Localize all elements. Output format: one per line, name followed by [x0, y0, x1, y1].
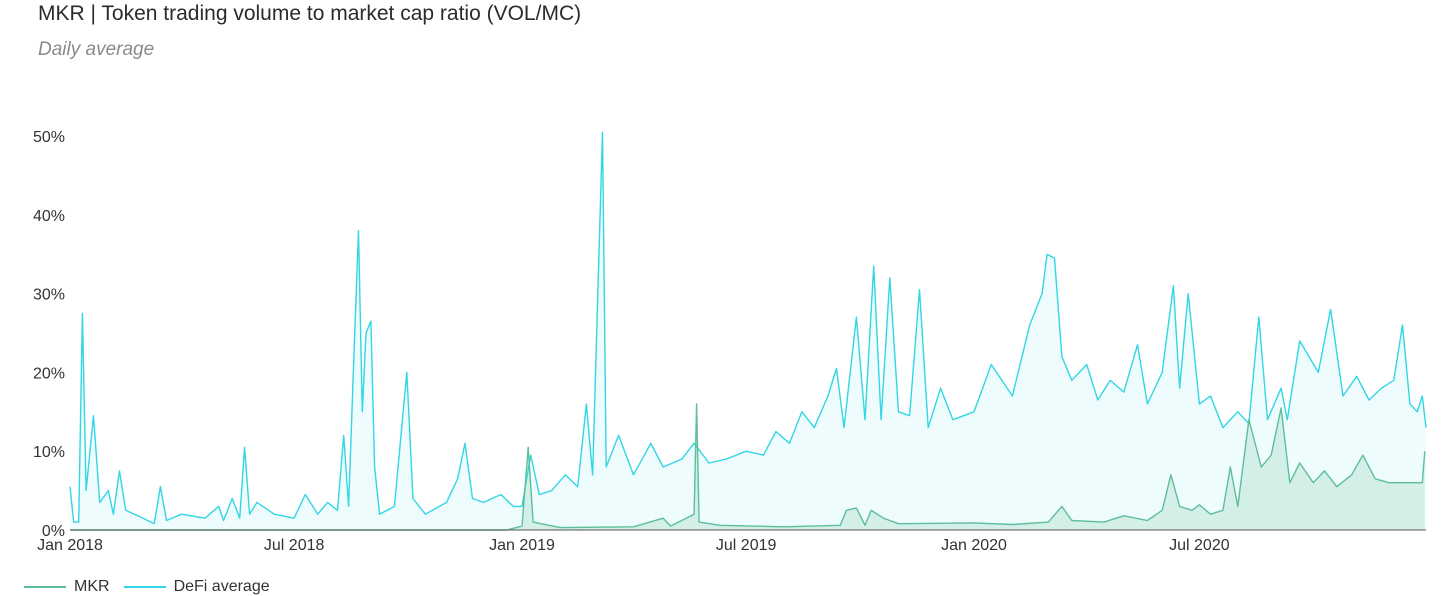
- y-tick-label: 50%: [33, 129, 65, 146]
- series-lines: [69, 131, 1427, 531]
- area-defi-average: [70, 132, 1426, 530]
- legend-label-mkr: MKR: [74, 578, 110, 595]
- legend-item-defi[interactable]: DeFi average: [123, 578, 270, 596]
- legend-item-mkr[interactable]: MKR: [24, 578, 110, 596]
- y-tick-label: 10%: [33, 444, 65, 461]
- y-tick-label: 30%: [33, 287, 65, 304]
- y-axis: 0% 10% 20% 30% 40% 50%: [33, 129, 65, 540]
- legend-swatch-defi: [123, 586, 166, 588]
- legend: MKR DeFi average: [24, 578, 284, 596]
- legend-swatch-mkr: [24, 586, 66, 588]
- chart-subtitle: Daily average: [38, 39, 155, 60]
- x-tick-label: Jul 2018: [264, 537, 325, 554]
- x-tick-label: Jan 2018: [37, 537, 103, 554]
- x-tick-label: Jan 2019: [489, 537, 555, 554]
- x-axis: Jan 2018 Jul 2018 Jan 2019 Jul 2019 Jan 2020…: [37, 537, 1230, 554]
- y-tick-label: 20%: [33, 365, 65, 382]
- area-mkr: [70, 403, 1425, 530]
- y-tick-label: 0%: [42, 523, 65, 540]
- line-mkr: [70, 403, 1426, 531]
- y-tick-label: 40%: [33, 208, 65, 225]
- x-tick-label: Jan 2020: [941, 537, 1007, 554]
- series-areas: [70, 132, 1426, 530]
- x-tick-label: Jul 2020: [1169, 537, 1230, 554]
- chart-title: MKR | Token trading volume to market cap…: [38, 2, 582, 25]
- legend-label-defi: DeFi average: [173, 578, 270, 595]
- x-tick-label: Jul 2019: [716, 537, 777, 554]
- line-defi-average: [69, 131, 1427, 525]
